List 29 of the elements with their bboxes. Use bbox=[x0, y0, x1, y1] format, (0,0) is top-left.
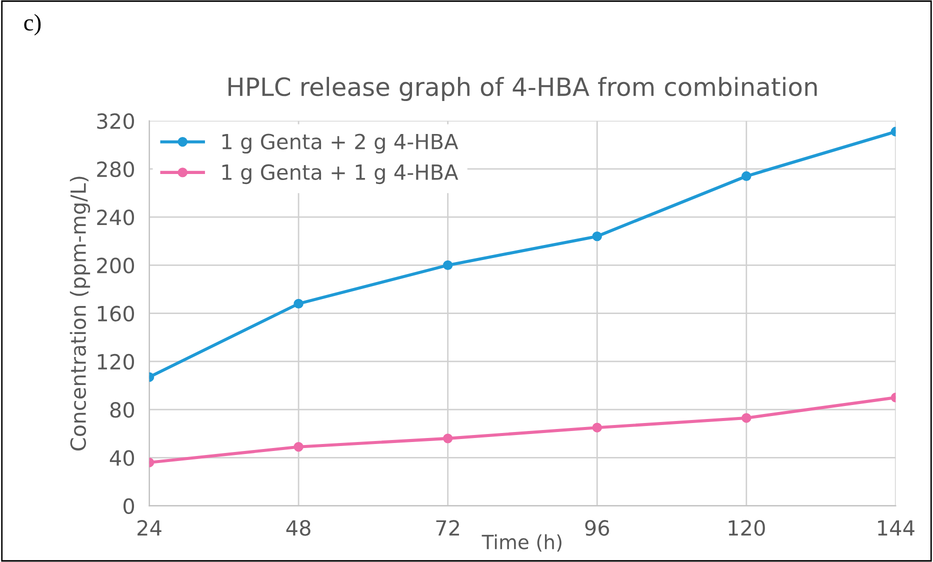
point bbox=[742, 171, 752, 182]
y-tick-label: 280 bbox=[97, 161, 134, 178]
point bbox=[294, 442, 304, 452]
x-tick-label: 48 bbox=[286, 520, 310, 536]
y-axis-title: Concentration (ppm-mg/L) bbox=[70, 176, 90, 450]
y-tick-label: 240 bbox=[97, 210, 134, 226]
text: c) bbox=[24, 14, 41, 36]
x-tick-label: 96 bbox=[585, 520, 610, 536]
legend-label: 1 g Genta + 2 g 4-HBA bbox=[222, 134, 458, 154]
y-tick-label: 80 bbox=[110, 402, 134, 418]
point bbox=[592, 231, 602, 242]
y-tick-label: 0 bbox=[124, 498, 134, 514]
point bbox=[294, 298, 304, 309]
y-tick-label: 120 bbox=[98, 354, 134, 370]
y-tick-label: 40 bbox=[110, 450, 134, 466]
legend-label: 1 g Genta + 1 g 4-HBA bbox=[222, 164, 458, 184]
x-tick-label: 120 bbox=[728, 520, 765, 536]
chart-title: HPLC release graph of 4-HBA from combination bbox=[228, 76, 817, 102]
y-tick-label: 320 bbox=[97, 113, 134, 130]
y-tick-label: 160 bbox=[98, 306, 134, 322]
point bbox=[442, 434, 453, 444]
x-tick-label: 144 bbox=[878, 520, 914, 536]
point bbox=[592, 422, 602, 432]
x-tick-label: 72 bbox=[436, 520, 460, 536]
point bbox=[442, 260, 453, 270]
y-tick-label: 200 bbox=[97, 258, 134, 274]
x-axis-title: Time (h) bbox=[482, 534, 562, 552]
x-tick-label: 24 bbox=[138, 520, 162, 536]
point bbox=[742, 413, 752, 423]
